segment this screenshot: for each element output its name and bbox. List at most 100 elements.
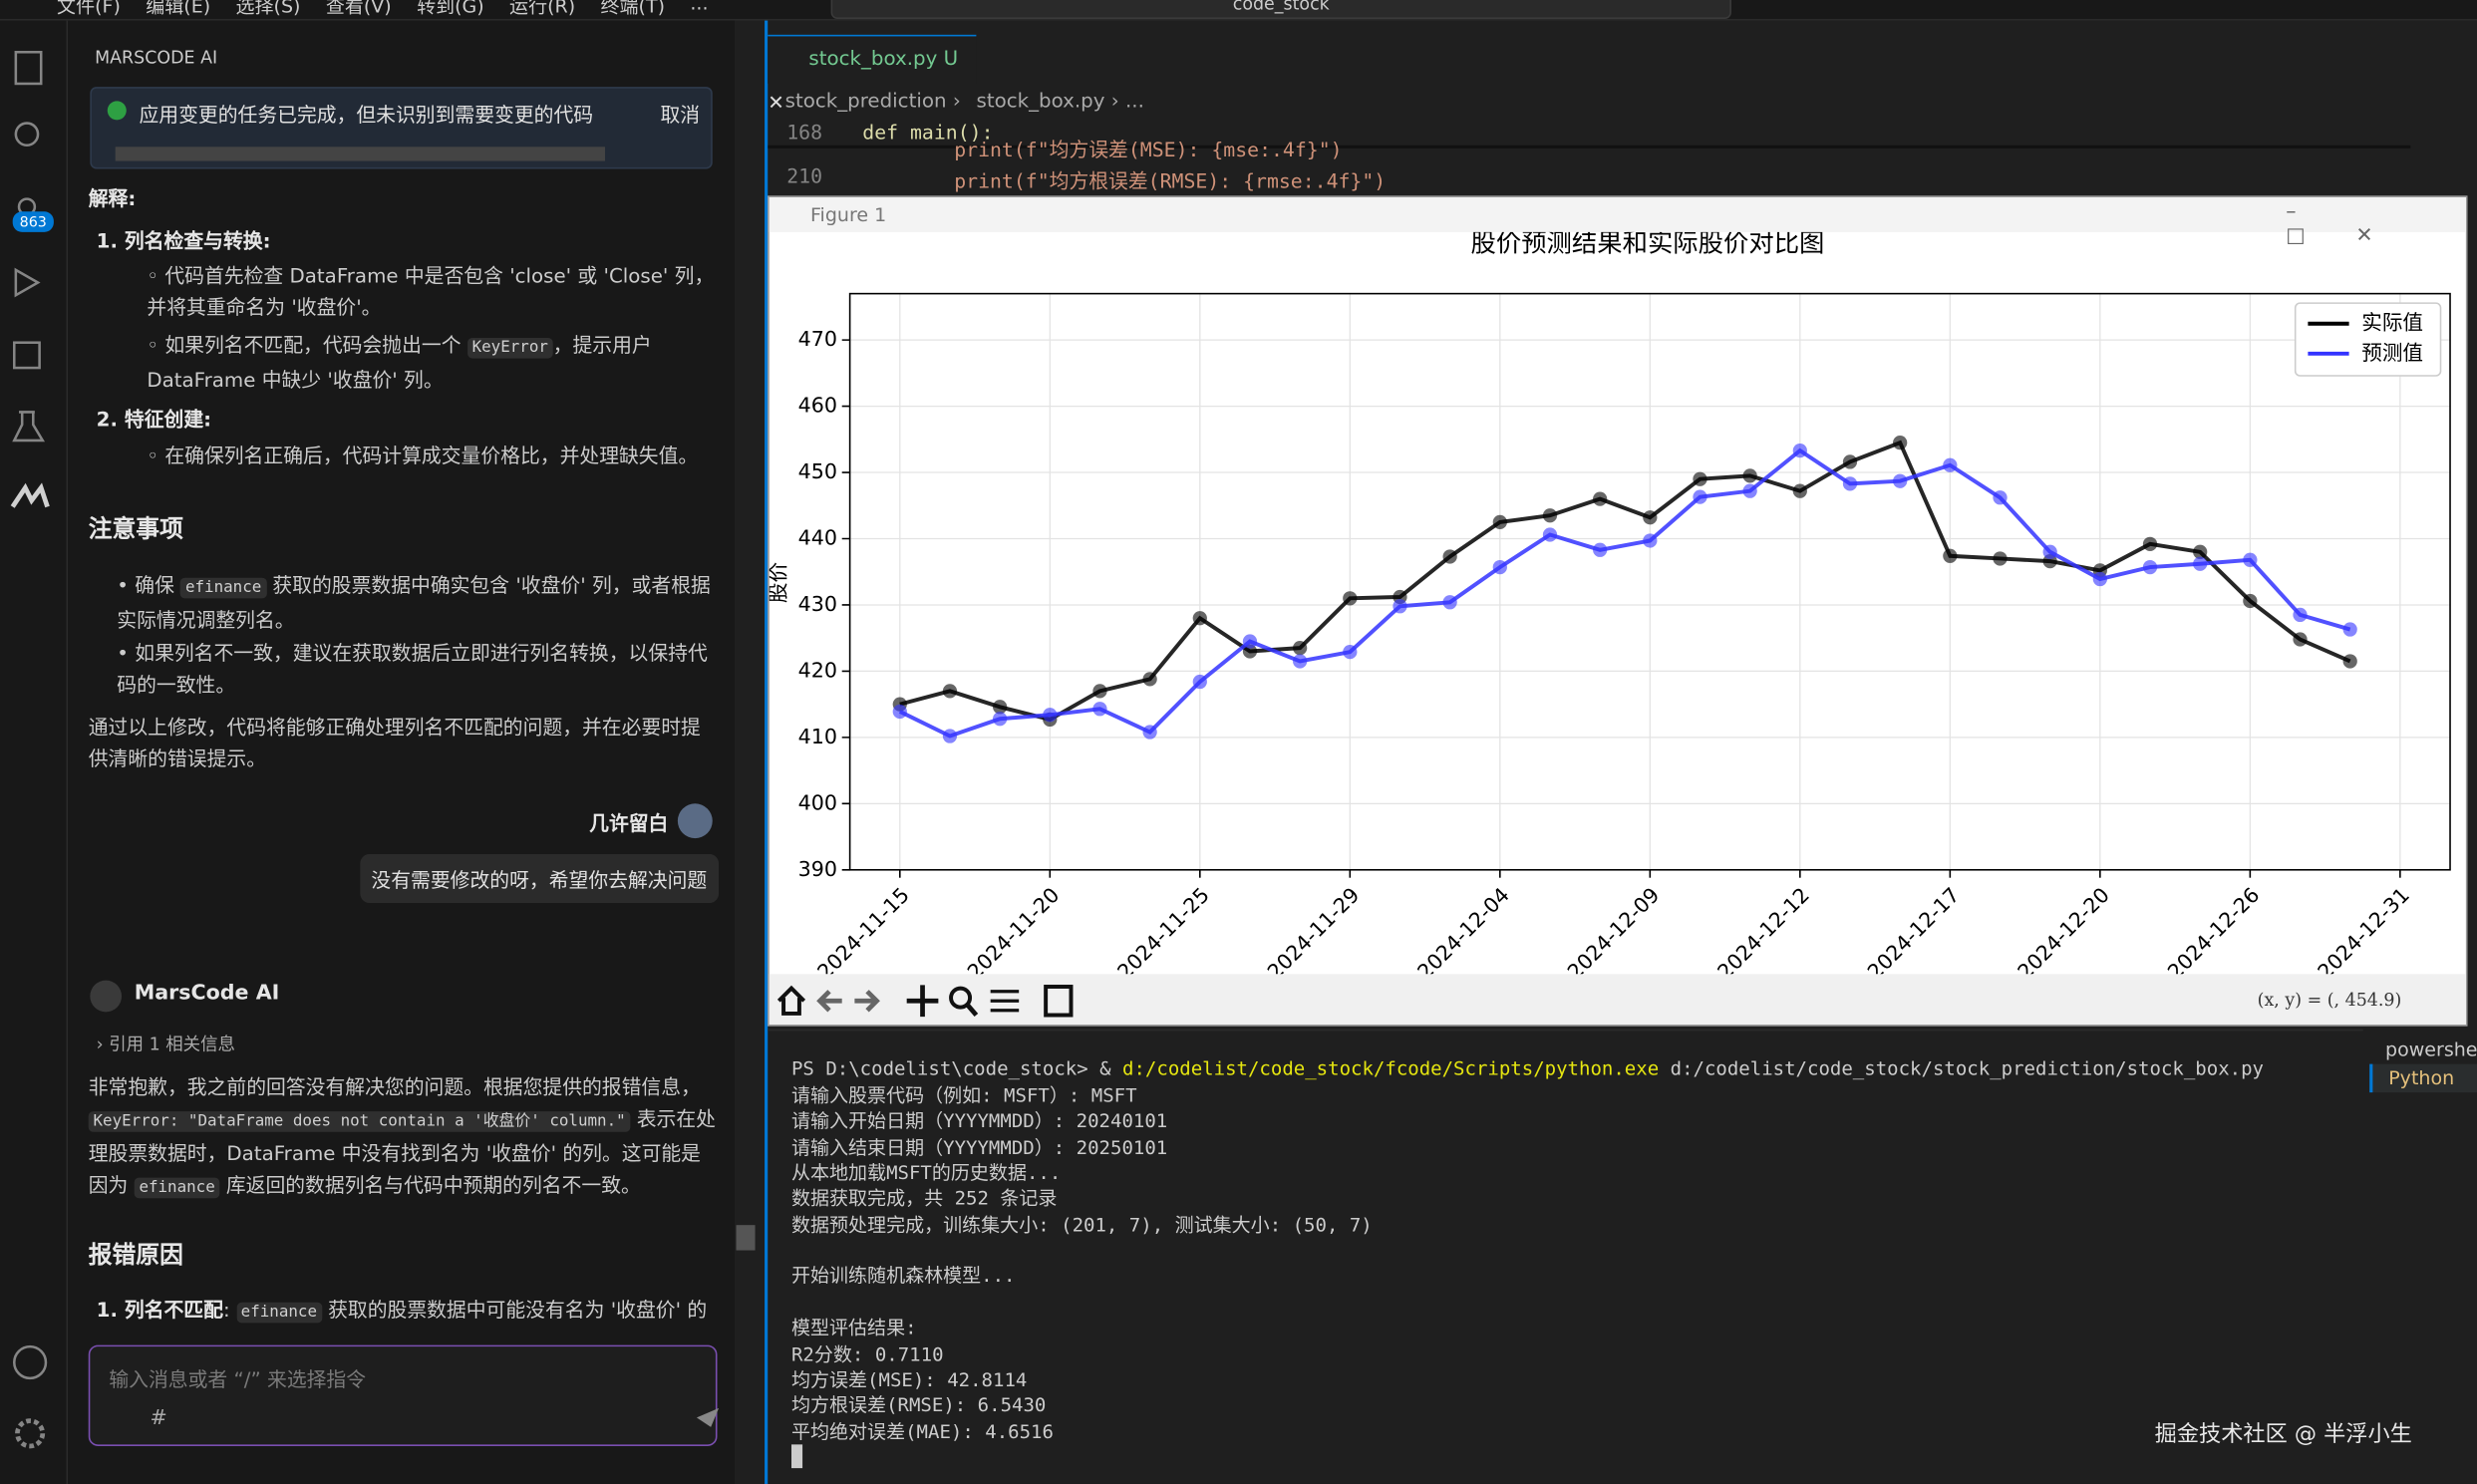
step-num: 1. xyxy=(97,229,118,253)
data-point xyxy=(1793,444,1807,457)
data-point xyxy=(2343,622,2357,636)
account-icon[interactable] xyxy=(14,1346,46,1378)
paragraph: 通过以上修改，代码将能够正确处理列名不匹配的问题，并在必要时提供清晰的错误提示。 xyxy=(89,712,718,774)
data-point xyxy=(1693,472,1706,486)
search-icon[interactable] xyxy=(16,124,38,146)
data-point xyxy=(2143,560,2157,574)
terminal-line: 均方误差(MSE): 42.8114 xyxy=(791,1365,1027,1392)
data-point xyxy=(1393,599,1406,613)
breadcrumb[interactable]: ... xyxy=(1125,89,1144,113)
x-tick-label: 2024-11-25 xyxy=(1112,883,1214,975)
cancel-button[interactable]: 取消 xyxy=(660,98,700,128)
bullet-text: 获取的股票数据中可能没有名为 '收盘价' 的 xyxy=(322,1298,707,1322)
inline-code: efinance xyxy=(236,1303,322,1324)
terminal-line: 请输入股票代码（例如: MSFT）: MSFT xyxy=(791,1081,1137,1108)
reference-text: 引用 1 相关信息 xyxy=(109,1035,235,1055)
data-point xyxy=(1993,490,2007,504)
input-placeholder: 输入消息或者 “/” 来选择指令 xyxy=(109,1362,366,1392)
extensions-icon[interactable] xyxy=(14,343,39,368)
chart-title: 股价预测结果和实际股价对比图 xyxy=(1470,232,1824,258)
bullet: • 确保 efinance 获取的股票数据中确实包含 '收盘价' 列，或者根据实… xyxy=(117,570,717,637)
terminal-line: 均方根误差(RMSE): 6.5430 xyxy=(791,1391,1046,1418)
toolbar-icons[interactable] xyxy=(775,984,1091,1019)
figure-window: Figure 1 –□✕ 股价预测结果和实际股价对比图 股价 2024-11-1… xyxy=(768,195,2467,1026)
heading: 报错原因 xyxy=(89,1238,183,1271)
heading: 解释: xyxy=(89,183,137,215)
inline-code: efinance xyxy=(135,1178,220,1199)
data-point xyxy=(1293,654,1307,668)
command-center[interactable]: code_stock xyxy=(831,0,1731,19)
menu-item[interactable]: 转到(G) xyxy=(417,0,484,14)
testing-icon[interactable] xyxy=(14,412,43,441)
y-axis-label: 股价 xyxy=(770,562,790,603)
menu-item[interactable]: ... xyxy=(690,0,708,14)
cursor-coords: (x, y) = (, 454.9) xyxy=(2258,990,2402,1011)
menu-item[interactable]: 运行(R) xyxy=(509,0,575,14)
breadcrumb[interactable]: stock_box.py xyxy=(977,89,1105,113)
editor-tab[interactable]: stock_box.py U ✕ xyxy=(768,35,976,84)
data-point xyxy=(1193,611,1207,625)
terminal-line: PS D:\codelist\code_stock> & d:/codelist… xyxy=(791,1057,2264,1079)
data-point xyxy=(1143,725,1157,739)
data-point xyxy=(1493,560,1507,574)
window-title: Figure 1 xyxy=(810,203,886,225)
data-point xyxy=(1943,549,1957,563)
tab-status: U xyxy=(944,46,959,70)
menu-item[interactable]: 选择(S) xyxy=(236,0,301,14)
command-exe: d:/codelist/code_stock/fcode/Scripts/pyt… xyxy=(1122,1057,1659,1079)
menu-item[interactable]: 查看(V) xyxy=(326,0,392,14)
y-tick-label: 410 xyxy=(798,725,837,748)
command-arg: d:/codelist/code_stock/stock_prediction/… xyxy=(1659,1057,2264,1079)
terminal-list: powershell Python xyxy=(2369,1036,2477,1092)
run-icon[interactable] xyxy=(16,270,38,295)
data-point xyxy=(2293,608,2307,622)
step-title: 1. 列名不匹配 xyxy=(97,1298,223,1322)
data-point xyxy=(1893,474,1907,488)
terminal-tab[interactable]: Python xyxy=(2369,1064,2477,1093)
bullet: 1. 列名不匹配: efinance 获取的股票数据中可能没有名为 '收盘价' … xyxy=(97,1295,721,1330)
marscode-icon[interactable] xyxy=(13,487,48,506)
bullet: ◦ 代码首先检查 DataFrame 中是否包含 'close' 或 'Clos… xyxy=(147,260,716,323)
terminal-line: 从本地加载MSFT的历史数据... xyxy=(791,1159,1061,1186)
data-point xyxy=(2143,537,2157,551)
data-point xyxy=(1793,484,1807,498)
terminal-line: 数据获取完成，共 252 条记录 xyxy=(791,1184,1057,1211)
x-tick-label: 2024-12-09 xyxy=(1563,883,1665,975)
y-tick-label: 400 xyxy=(798,790,837,814)
reference[interactable]: › 引用 1 相关信息 xyxy=(97,1031,235,1055)
code-view: 168 def main(): print(f"均方误差(MSE): {mse:… xyxy=(768,117,2410,198)
data-point xyxy=(1643,510,1657,524)
heading: 注意事项 xyxy=(89,511,183,544)
step-num: 2. xyxy=(97,408,118,432)
terminal-tab[interactable]: powershell xyxy=(2369,1036,2477,1064)
hash-button[interactable]: # xyxy=(151,1406,167,1430)
chat-input[interactable]: 输入消息或者 “/” 来选择指令 # xyxy=(89,1345,718,1446)
y-tick-label: 440 xyxy=(798,526,837,550)
legend-label: 实际值 xyxy=(2361,311,2423,335)
settings-icon[interactable] xyxy=(17,1421,42,1446)
data-point xyxy=(1343,591,1357,605)
terminal-cursor xyxy=(791,1444,802,1468)
menu-item[interactable]: 编辑(E) xyxy=(146,0,210,14)
line-number: 210 xyxy=(786,164,822,188)
data-point xyxy=(1143,672,1157,686)
data-point xyxy=(1493,515,1507,529)
prompt: PS D:\codelist\code_stock> & xyxy=(791,1057,1122,1079)
terminal-line: R2分数: 0.7110 xyxy=(791,1340,944,1367)
data-point xyxy=(1543,508,1557,522)
panel-title: MARSCODE AI xyxy=(95,48,217,69)
send-icon[interactable] xyxy=(695,1406,720,1428)
inline-code: KeyError xyxy=(467,338,553,359)
menu-item[interactable]: 文件(F) xyxy=(57,0,121,14)
data-point xyxy=(1092,684,1106,698)
search-text: code_stock xyxy=(1233,0,1330,14)
y-tick-label: 450 xyxy=(798,459,837,483)
menu-item[interactable]: 终端(T) xyxy=(600,0,665,14)
code-line: print(f"均方根误差(RMSE): {rmse:.4f}") xyxy=(954,164,1386,194)
breadcrumb[interactable]: stock_prediction xyxy=(785,89,947,113)
data-point xyxy=(943,684,957,698)
explorer-icon[interactable] xyxy=(16,52,41,84)
data-point xyxy=(1593,543,1607,557)
x-tick-label: 2024-12-26 xyxy=(2163,883,2265,975)
